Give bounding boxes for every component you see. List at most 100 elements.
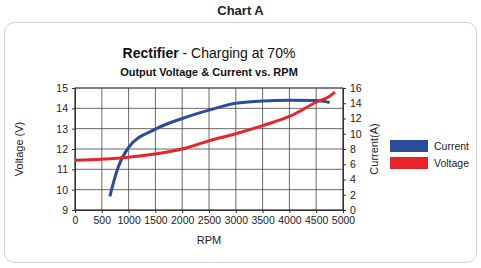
y-axis-tick: 13	[56, 123, 75, 135]
x-axis-tick-label: 2500	[198, 214, 222, 226]
x-axis-tick: 2500	[198, 210, 222, 226]
x-axis-tick: 1500	[144, 210, 168, 226]
x-axis-tick-mark	[129, 210, 130, 213]
x-axis-tick-mark	[182, 210, 183, 213]
x-axis-tick-mark	[263, 210, 264, 213]
y2-axis-tick-mark	[343, 119, 346, 120]
y-axis-tick-mark	[72, 190, 75, 191]
y2-axis-tick: 8	[343, 143, 356, 155]
x-axis-tick-label: 5000	[332, 214, 356, 226]
y-axis-tick-mark	[72, 149, 75, 150]
x-axis-tick-mark	[155, 210, 156, 213]
series-line	[110, 100, 330, 196]
y2-axis-tick-mark	[343, 195, 346, 196]
x-axis-tick-label: 3000	[225, 214, 249, 226]
chart: Chart A Rectifier - Charging at 70% Output…	[0, 0, 481, 268]
grid	[75, 88, 343, 210]
y2-axis-tick-mark	[343, 134, 346, 135]
legend-label: Voltage	[434, 157, 469, 169]
grid-line-y	[75, 128, 343, 129]
x-axis-tick-label: 500	[94, 214, 112, 226]
y2-axis-tick-label: 0	[350, 204, 356, 216]
title: Rectifier - Charging at 70%	[123, 45, 296, 61]
y-axis-tick: 15	[56, 82, 75, 94]
y-axis-tick-mark	[72, 210, 75, 211]
x-axis-tick-label: 1000	[117, 214, 141, 226]
y-axis-tick-label: 11	[57, 163, 68, 175]
y2-axis-tick-mark	[343, 103, 346, 104]
y-axis-tick: 9	[62, 204, 75, 216]
x-axis-tick-label: 4000	[278, 214, 302, 226]
x-axis-tick: 500	[94, 210, 112, 226]
x-axis-tick-label: 3500	[251, 214, 275, 226]
x-axis-tick-label: 0	[73, 214, 79, 226]
y2-axis-tick-label: 10	[350, 128, 362, 140]
y2-axis-line	[344, 89, 347, 211]
x-axis-tick-mark	[209, 210, 210, 213]
x-axis-tick: 2000	[171, 210, 195, 226]
legend-swatch	[390, 140, 428, 152]
x-axis-tick-label: 1500	[144, 214, 168, 226]
y2-axis-tick: 0	[343, 204, 356, 216]
y-axis-tick-mark	[72, 88, 75, 89]
y-axis-tick: 10	[56, 184, 75, 196]
y-axis-tick: 11	[57, 163, 75, 175]
grid-line-y	[75, 189, 343, 190]
y-axis-tick-label: 14	[56, 102, 68, 114]
x-axis-tick: 3500	[251, 210, 275, 226]
y-axis-tick-label: 9	[62, 204, 68, 216]
y-axis: 9 10 11 12 13 14 15	[56, 82, 75, 216]
y2-axis-tick-label: 16	[350, 82, 362, 94]
grid-line-y	[75, 169, 343, 170]
x-axis-line	[76, 211, 344, 214]
y2-axis-tick-label: 6	[350, 158, 356, 170]
y-axis-tick-mark	[72, 108, 75, 109]
y2-axis-tick: 10	[343, 128, 362, 140]
x-axis-tick-mark	[289, 210, 290, 213]
y-axis-tick: 12	[56, 143, 75, 155]
y-axis-tick-mark	[72, 169, 75, 170]
legend: Current Voltage	[390, 140, 469, 169]
x-axis-tick: 1000	[117, 210, 141, 226]
plot-frame	[75, 88, 343, 210]
x-axis-title: RPM	[197, 234, 221, 246]
y-axis-tick-label: 12	[56, 143, 68, 155]
y2-axis-tick-mark	[343, 210, 346, 211]
y2-axis: 0 2 4 6 8 10 12 14 16	[343, 82, 362, 216]
y2-axis-tick-label: 14	[350, 97, 362, 109]
x-axis-tick: 0	[73, 210, 79, 226]
y2-axis-tick: 12	[343, 112, 362, 124]
x-axis-tick-label: 2000	[171, 214, 195, 226]
x-axis-tick-mark	[316, 210, 317, 213]
y2-axis-tick-mark	[343, 88, 346, 89]
heading: Chart A	[217, 3, 264, 18]
y-axis-tick-label: 13	[56, 123, 68, 135]
y2-axis-tick-label: 2	[350, 189, 356, 201]
y2-axis-tick-label: 8	[350, 143, 356, 155]
x-axis-tick: 3000	[225, 210, 249, 226]
frame-box	[5, 23, 477, 263]
y2-axis-tick: 6	[343, 158, 356, 170]
series-line	[75, 92, 335, 160]
y-axis-tick-mark	[72, 129, 75, 130]
y2-axis-tick-label: 4	[350, 173, 356, 185]
subtitle: Output Voltage & Current vs. RPM	[120, 66, 298, 78]
y2-axis-tick: 4	[343, 173, 356, 185]
y2-axis-tick-mark	[343, 149, 346, 150]
y-axis-tick-label: 15	[56, 82, 68, 94]
y-axis-tick: 14	[56, 102, 75, 114]
x-axis-tick-mark	[236, 210, 237, 213]
x-axis-tick: 4500	[305, 210, 329, 226]
y2-axis-tick-label: 12	[350, 112, 362, 124]
y2-axis-tick-mark	[343, 180, 346, 181]
grid-line-y	[75, 149, 343, 150]
x-axis-tick-mark	[102, 210, 103, 213]
y2-axis-tick: 2	[343, 189, 356, 201]
plot-marks	[75, 92, 335, 196]
x-axis: 0 500 100015002000250030003500400045005000	[73, 210, 356, 226]
x-axis-tick-label: 4500	[305, 214, 329, 226]
legend-label: Current	[434, 140, 469, 152]
y2-axis-title: Current(A)	[368, 123, 380, 174]
y2-axis-tick: 16	[343, 82, 362, 94]
y2-axis-tick-mark	[343, 164, 346, 165]
